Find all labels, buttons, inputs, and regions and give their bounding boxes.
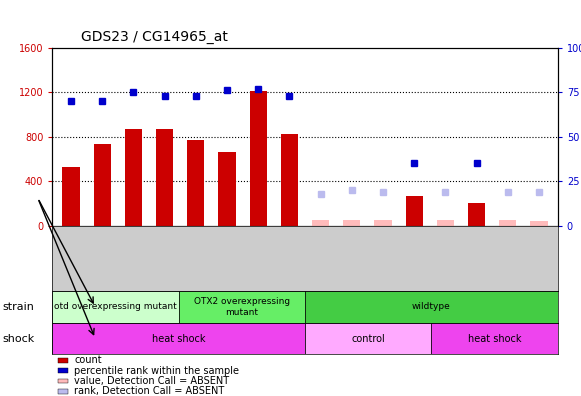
Bar	[187, 140, 205, 226]
Bar	[468, 204, 485, 226]
Bar	[437, 220, 454, 226]
Text: count: count	[74, 355, 102, 366]
Bar	[250, 91, 267, 226]
Bar	[52, 291, 179, 323]
Text: control: control	[352, 333, 385, 344]
Text: OTX2 overexpressing
mutant: OTX2 overexpressing mutant	[194, 297, 290, 316]
Bar	[312, 220, 329, 226]
Bar	[125, 129, 142, 226]
Text: GDS23 / CG14965_at: GDS23 / CG14965_at	[81, 30, 228, 44]
Bar	[305, 291, 558, 323]
Bar	[374, 220, 392, 226]
Bar	[62, 167, 80, 226]
Text: strain: strain	[3, 302, 35, 312]
Text: value, Detection Call = ABSENT: value, Detection Call = ABSENT	[74, 376, 229, 386]
Bar	[156, 129, 173, 226]
Bar	[305, 323, 431, 354]
Text: shock: shock	[3, 333, 35, 344]
Bar	[406, 196, 423, 226]
Bar	[281, 134, 298, 226]
Bar	[499, 220, 517, 226]
Text: wildtype: wildtype	[412, 303, 451, 311]
Bar	[179, 291, 305, 323]
Text: heat shock: heat shock	[468, 333, 521, 344]
Bar	[52, 323, 305, 354]
Text: rank, Detection Call = ABSENT: rank, Detection Call = ABSENT	[74, 386, 224, 396]
Text: otd overexpressing mutant: otd overexpressing mutant	[54, 303, 177, 311]
Text: percentile rank within the sample: percentile rank within the sample	[74, 366, 239, 376]
Bar	[343, 220, 360, 226]
Bar	[218, 152, 236, 226]
Bar	[530, 221, 548, 226]
Bar	[431, 323, 558, 354]
Bar	[94, 145, 111, 226]
Text: heat shock: heat shock	[152, 333, 206, 344]
